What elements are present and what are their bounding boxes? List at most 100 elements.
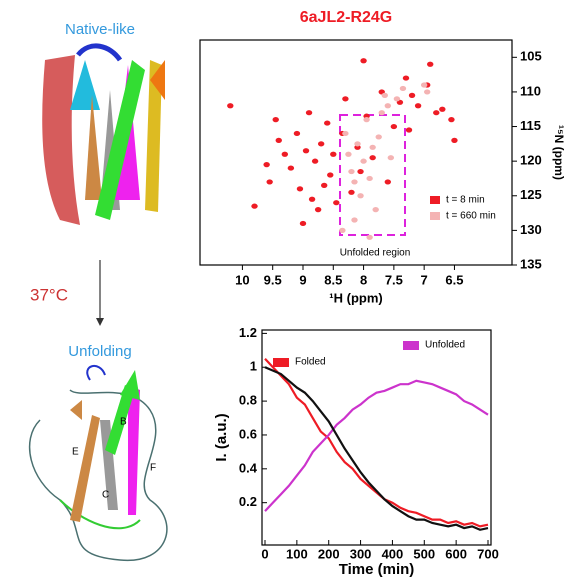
x-tick-label: 7.5 [385,272,403,287]
peak [384,179,392,185]
x-tick-label: 600 [445,546,467,561]
y-tick-label: 125 [520,187,542,202]
y-tick-label: 1 [250,359,257,374]
peak [451,137,458,143]
peak [439,106,446,112]
x-tick-label: 8 [360,272,367,287]
peak [351,217,358,223]
peak [351,179,358,185]
x-tick-label: 100 [286,546,308,561]
x-tick-label: 9.5 [264,272,282,287]
peak [324,120,331,126]
peak [317,141,325,147]
peak [369,155,376,161]
strand-label: E [72,447,79,458]
peak [342,130,349,137]
peak [366,175,373,182]
x-tick-label: 700 [477,546,499,561]
chart-title: 6aJL2-R24G [300,9,393,26]
x-tick-label: 8.5 [324,272,342,287]
peak [293,130,301,137]
x-tick-label: 300 [350,546,372,561]
x-tick-label: 400 [382,546,404,561]
peak [360,158,367,164]
y-tick-label: 135 [520,256,542,271]
x-tick-label: 0 [261,546,268,561]
y-tick-label: 0.4 [239,460,258,475]
peak [348,168,355,175]
y-axis-label: ¹⁵N (ppm) [552,125,566,180]
line-series [264,366,489,531]
peak [333,200,340,206]
annotation: Unfolded region [340,248,411,259]
peak [263,162,270,168]
peak [296,186,304,192]
peak [320,182,328,188]
legend-label: Folded [295,357,326,368]
line-series [264,358,489,528]
peak [402,75,410,81]
strand-label: C [102,490,109,501]
strand-label: B [120,417,127,428]
y-tick-label: 105 [520,49,542,64]
y-tick-label: 1.2 [239,325,257,340]
peak [354,141,361,147]
y-tick-label: 0.8 [239,393,257,408]
peak [387,155,395,161]
peak [272,117,279,123]
peak [414,103,422,109]
peak [423,89,431,95]
peak [405,127,413,133]
peak [357,168,364,175]
peak [375,134,382,140]
peak [360,58,367,64]
peak [308,196,316,202]
peak [408,92,416,98]
peak [399,85,407,92]
legend-label: t = 8 min [446,195,485,206]
peak [448,117,455,123]
peak [366,234,373,240]
peak [357,193,364,199]
x-tick-label: 500 [413,546,435,561]
peak [302,148,310,154]
legend-swatch [430,212,440,220]
peak [381,92,388,98]
peak [227,103,234,109]
peak [348,189,355,195]
peak [427,61,434,67]
peak [311,158,319,164]
legend-swatch [273,358,289,367]
unfolded-protein [28,365,168,562]
peak [330,151,337,157]
plot-frame [199,39,513,266]
x-tick-label: 7 [421,272,428,287]
y-tick-label: 115 [520,118,541,133]
peak [420,82,428,88]
peak [342,96,349,102]
peak [287,165,295,171]
line-series [264,379,489,512]
x-tick-label: 200 [318,546,340,561]
bottom-label: Unfolding [68,343,131,360]
peak [372,207,379,213]
peak [281,151,289,157]
x-tick-label: 6.5 [445,272,463,287]
peak [305,110,313,116]
x-axis-label: ¹H (ppm) [329,290,382,305]
peak [363,117,370,123]
legend-swatch [403,341,419,350]
y-tick-label: 120 [520,153,542,168]
peak [433,110,440,116]
peak [314,207,322,213]
y-tick-label: 0.2 [239,494,257,509]
peak [390,123,398,130]
peak [384,103,392,109]
top-label: Native-like [65,21,135,38]
peak [339,227,346,233]
temperature-label: 37°C [30,285,68,304]
plot-frame [261,329,492,546]
legend-label: Unfolded [425,340,465,351]
peak [393,96,401,102]
